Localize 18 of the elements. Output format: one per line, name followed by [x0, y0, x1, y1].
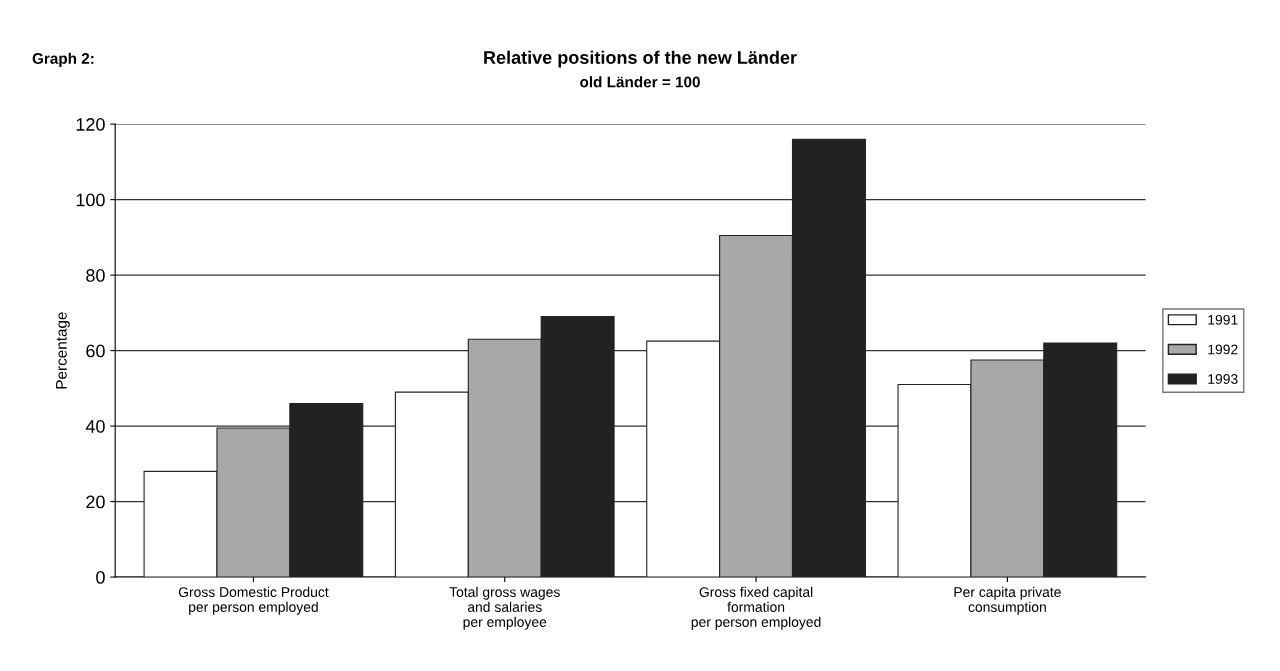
- legend-label: 1991: [1208, 314, 1238, 325]
- y-tick-label: 60: [86, 344, 105, 358]
- y-axis-title: Percentage: [56, 312, 70, 389]
- y-tick-label: 0: [96, 570, 105, 584]
- x-tick-label: Total gross wages and salaries per employee: [449, 586, 560, 630]
- y-tick-label: 40: [85, 420, 105, 433]
- y-tick-label: 100: [76, 193, 105, 207]
- chart-title: Relative positions of the new Länder: [484, 50, 797, 68]
- caption: Graph 2:: [32, 52, 94, 67]
- legend-label: 1993: [1208, 374, 1238, 384]
- x-tick-label: Per capita private consumption: [954, 586, 1061, 615]
- y-tick-label: 120: [76, 118, 105, 131]
- legend-label: 1992: [1208, 344, 1238, 355]
- y-tick-label: 20: [86, 495, 105, 509]
- x-tick-label: Gross fixed capital formation per person employed: [691, 586, 821, 630]
- y-tick-label: 80: [86, 269, 105, 282]
- x-tick-label: Gross Domestic Product per person employed: [178, 586, 329, 615]
- chart-subtitle: old Länder = 100: [580, 76, 700, 88]
